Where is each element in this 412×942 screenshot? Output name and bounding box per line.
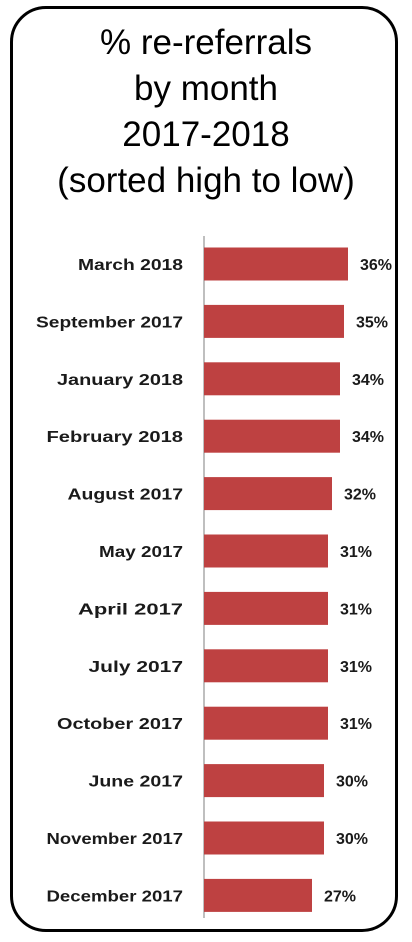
data-label: 31% (340, 716, 372, 733)
bar (204, 247, 348, 281)
bar (204, 477, 332, 511)
data-label: 36% (360, 257, 392, 274)
title-line-2: by month (134, 69, 278, 108)
category-label: August 2017 (68, 487, 184, 504)
category-label: March 2018 (78, 257, 183, 274)
bar (204, 821, 324, 855)
category-label: September 2017 (36, 314, 183, 331)
bar (204, 534, 328, 568)
title-line-1: % re-referrals (100, 23, 312, 62)
category-label: May 2017 (99, 544, 183, 561)
data-label: 32% (344, 487, 376, 504)
bar (204, 706, 328, 740)
data-label: 34% (352, 372, 384, 389)
data-label: 31% (340, 601, 372, 618)
category-label: December 2017 (47, 888, 184, 905)
title-line-4: (sorted high to low) (57, 161, 355, 200)
data-label: 27% (324, 888, 356, 905)
bar (204, 878, 312, 912)
category-label: February 2018 (47, 429, 184, 446)
category-label: October 2017 (57, 716, 183, 733)
chart-title: % re-referrals by month 2017-2018 (sorte… (10, 20, 402, 204)
data-label: 30% (336, 774, 368, 791)
bar (204, 419, 340, 453)
data-label: 31% (340, 544, 372, 561)
bar (204, 764, 324, 798)
category-label: July 2017 (89, 659, 184, 676)
data-label: 30% (336, 831, 368, 848)
data-label: 35% (356, 314, 388, 331)
bar (204, 591, 328, 625)
title-line-3: 2017-2018 (122, 115, 290, 154)
category-label: June 2017 (89, 774, 184, 791)
bar (204, 362, 340, 396)
bar (204, 304, 344, 338)
data-label: 31% (340, 659, 372, 676)
category-label: April 2017 (78, 601, 183, 618)
category-label: November 2017 (47, 831, 184, 848)
category-label: January 2018 (57, 372, 183, 389)
data-label: 34% (352, 429, 384, 446)
bar (204, 649, 328, 683)
